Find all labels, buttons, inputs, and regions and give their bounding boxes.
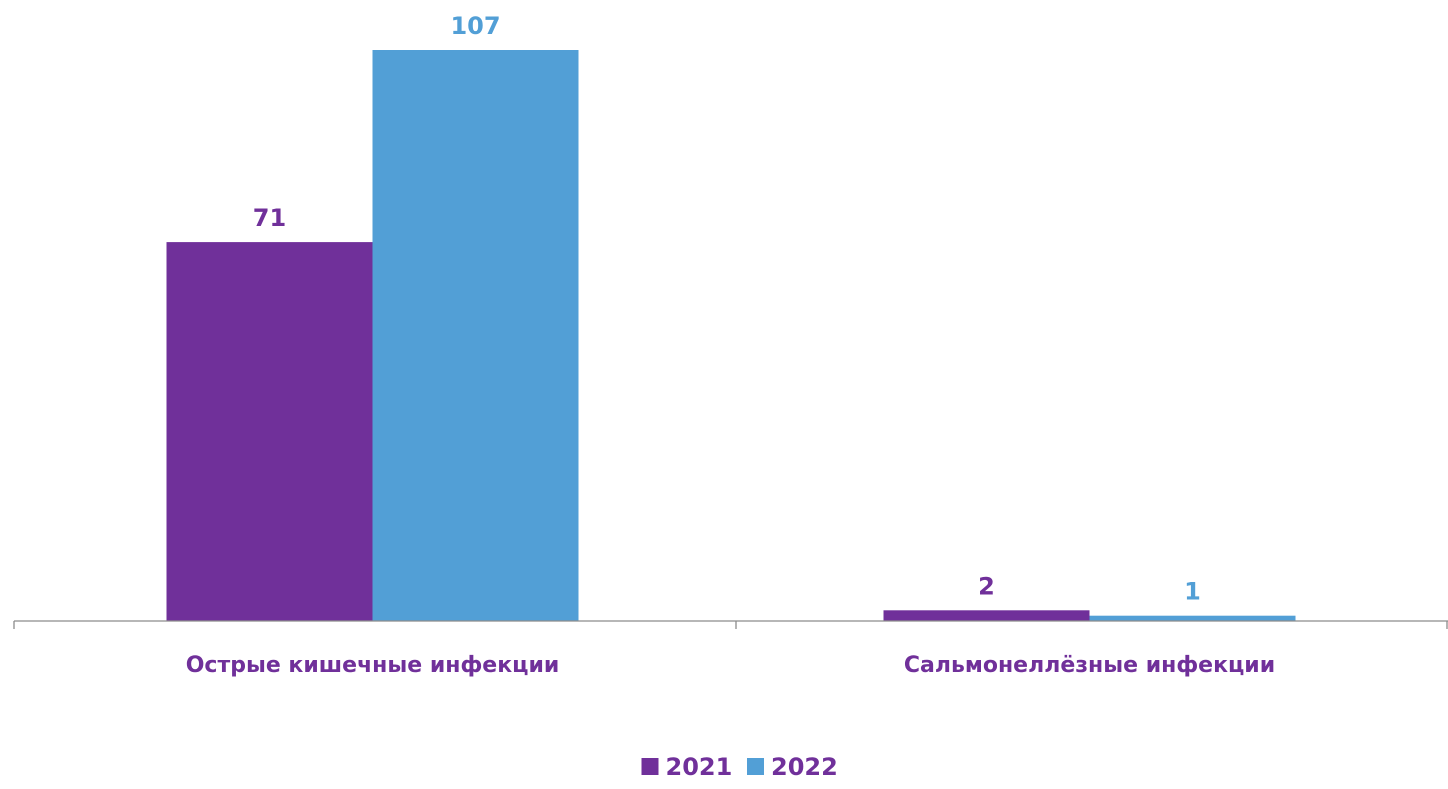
bars-layer — [166, 50, 1296, 621]
x-axis — [13, 620, 1448, 629]
data-label-2021-1: 2 — [978, 572, 995, 600]
legend-label-2022: 2022 — [771, 753, 838, 781]
bar-2022-1 — [1089, 615, 1296, 621]
bar-2021-0 — [166, 242, 373, 621]
legend-swatch-2022 — [747, 758, 764, 775]
data-label-2022-1: 1 — [1184, 578, 1201, 606]
category-label-1: Сальмонеллёзные инфекции — [904, 653, 1275, 678]
data-label-2022-0: 107 — [450, 12, 500, 40]
category-label-0: Острые кишечные инфекции — [186, 653, 560, 678]
bar-2021-1 — [883, 610, 1090, 621]
legend-swatch-2021 — [641, 758, 659, 775]
data-labels-layer: 71 107 2 1 — [253, 12, 1201, 606]
category-labels: Острые кишечные инфекции Сальмонеллёзные … — [186, 653, 1275, 678]
bar-2022-0 — [372, 50, 579, 621]
legend-label-2021: 2021 — [666, 753, 733, 781]
legend: 2021 2022 — [641, 753, 838, 781]
data-label-2021-0: 71 — [253, 204, 286, 232]
